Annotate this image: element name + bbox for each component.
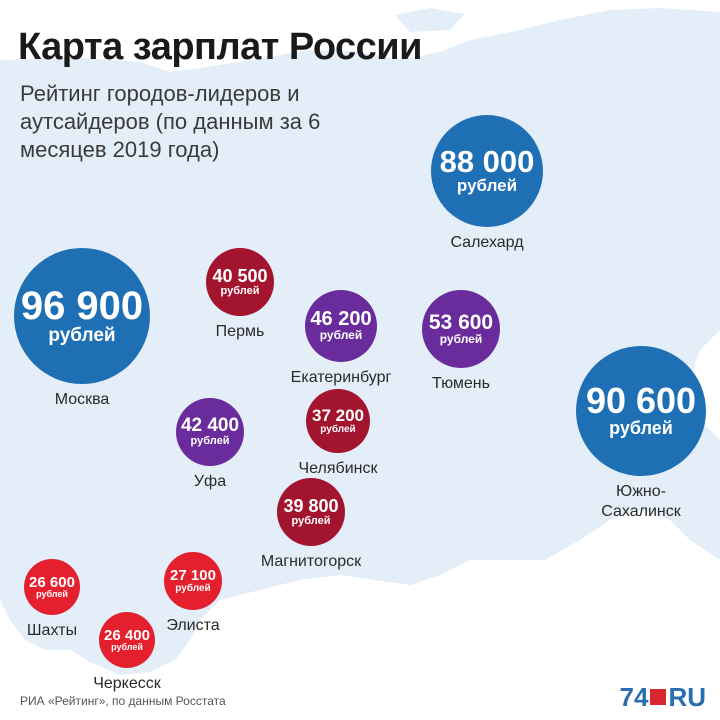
- salary-value: 90 600: [585, 380, 697, 422]
- city-name: Черкесск: [93, 675, 161, 692]
- salary-unit: рублей: [36, 588, 68, 599]
- salary-unit: рублей: [175, 583, 211, 594]
- salary-unit: рублей: [320, 424, 356, 435]
- salary-unit: рублей: [291, 514, 331, 527]
- city-name: Элиста: [166, 617, 220, 634]
- salary-unit: рублей: [220, 284, 260, 297]
- logo-square-icon: [650, 689, 667, 705]
- salary-value: 26 400: [104, 626, 150, 644]
- city-name: Пермь: [215, 323, 265, 340]
- salary-unit: рублей: [456, 176, 518, 196]
- city-name: Магнитогорск: [260, 553, 362, 570]
- salary-value: 27 100: [170, 567, 216, 584]
- salary-value: 40 500: [212, 265, 268, 286]
- map-island: [600, 250, 690, 330]
- city-name: Екатеринбург: [290, 369, 392, 386]
- salary-value: 46 200: [310, 308, 372, 331]
- salary-bubble: 90 600 рублей: [576, 346, 706, 476]
- salary-bubble: 42 400 рублей: [176, 398, 244, 466]
- logo-number: 74: [619, 682, 649, 712]
- salary-unit: рублей: [111, 641, 143, 652]
- page-subtitle: Рейтинг городов-лидеров и аутсайдеров (п…: [20, 81, 321, 162]
- salary-unit: рублей: [609, 418, 673, 439]
- salary-unit: рублей: [319, 328, 363, 343]
- salary-bubble: 96 900 рублей: [14, 248, 150, 384]
- source-note: РИА «Рейтинг», по данным Росстата: [20, 694, 226, 708]
- salary-value: 96 900: [20, 283, 144, 328]
- city-name: Челябинск: [298, 460, 378, 477]
- map-island: [395, 8, 465, 32]
- salary-bubble: 27 100 рублей: [164, 552, 222, 610]
- salary-unit: рублей: [190, 435, 230, 448]
- city-name: Москва: [54, 391, 110, 408]
- salary-value: 39 800: [283, 495, 339, 516]
- salary-bubble: 88 000 рублей: [431, 115, 543, 227]
- salary-unit: рублей: [48, 324, 116, 346]
- salary-bubble: 26 600 рублей: [24, 559, 80, 615]
- salary-bubble: 37 200 рублей: [306, 389, 370, 453]
- logo-suffix: RU: [668, 682, 706, 712]
- salary-bubble: 53 600 рублей: [422, 290, 500, 368]
- brand-logo: 74 RU: [620, 684, 706, 710]
- salary-unit: рублей: [439, 331, 483, 346]
- salary-bubble: 26 400 рублей: [99, 612, 155, 668]
- salary-value: 26 600: [29, 573, 75, 591]
- city-name: Уфа: [193, 473, 227, 490]
- salary-value: 42 400: [180, 415, 240, 437]
- city-name: Салехард: [450, 234, 524, 251]
- salary-value: 53 600: [428, 310, 494, 334]
- page-title: Карта зарплат России: [18, 26, 423, 68]
- salary-value: 88 000: [439, 144, 535, 180]
- salary-bubble: 46 200 рублей: [305, 290, 377, 362]
- city-name: Тюмень: [432, 375, 490, 392]
- city-name: Южно- Сахалинск: [601, 483, 681, 520]
- salary-value: 37 200: [312, 406, 364, 425]
- salary-bubble: 40 500 рублей: [206, 248, 274, 316]
- city-name: Шахты: [26, 622, 78, 639]
- salary-bubble: 39 800 рублей: [277, 478, 345, 546]
